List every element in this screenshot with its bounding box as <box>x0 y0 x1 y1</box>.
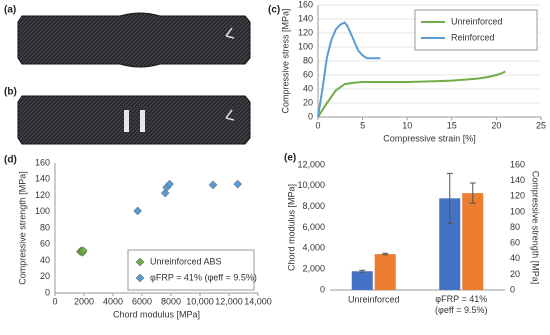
point <box>165 179 174 189</box>
x-axis-label: Compressive strain [%] <box>383 133 476 143</box>
photo-a: (a) <box>4 5 251 68</box>
y-tick-label: 8,000 <box>302 201 325 211</box>
bar <box>462 193 484 290</box>
y-tick-label: 10,000 <box>297 180 325 190</box>
line <box>317 21 381 118</box>
point <box>208 180 218 190</box>
panel-label: (a) <box>4 5 16 16</box>
y-tick-label: 80 <box>303 55 313 65</box>
legend-box <box>414 9 538 51</box>
y2-tick-label: 80 <box>510 222 520 232</box>
x-tick-label: 4000 <box>103 296 123 306</box>
x-tick-label: 15 <box>447 120 457 130</box>
error-bar <box>359 269 366 273</box>
y2-tick-label: 120 <box>510 191 525 201</box>
bar <box>351 271 373 290</box>
x-tick-label: 2000 <box>74 296 94 306</box>
y-tick-label: 100 <box>298 41 313 51</box>
y-tick-label: 160 <box>298 0 313 9</box>
y-axis-label: Chord modulus [MPa] <box>286 184 296 271</box>
y-axis-label: Compressive stress [MPa] <box>280 8 290 113</box>
y-tick-label: 160 <box>35 157 50 167</box>
y-tick-label: 0 <box>45 287 50 297</box>
legend-box <box>127 249 255 291</box>
y-tick-label: 6,000 <box>302 222 325 232</box>
y2-axis-label: Compressive strength [MPa] <box>531 171 541 285</box>
y-tick-label: 0 <box>308 111 313 121</box>
point <box>78 246 88 256</box>
x-tick-label: 8000 <box>161 296 181 306</box>
line <box>317 70 506 118</box>
x-tick-label: 10,000 <box>186 296 214 306</box>
y-tick-label: 0 <box>320 284 325 294</box>
y-tick-label: 80 <box>40 222 50 232</box>
x-tick-label: φFRP = 41% (φeff = 9.5%) <box>435 294 487 315</box>
y-tick-label: 12,000 <box>297 159 325 169</box>
y-tick-label: 60 <box>40 239 50 249</box>
legend-swatch <box>135 257 145 267</box>
specimen <box>17 95 251 145</box>
point <box>133 206 143 216</box>
y-tick-label: 40 <box>40 255 50 265</box>
x-tick-label: 6000 <box>132 296 152 306</box>
bar <box>374 254 396 290</box>
x-tick-label: 25 <box>536 120 546 130</box>
x-axis-label: Chord modulus [MPa] <box>113 309 200 319</box>
error-bar <box>469 182 476 204</box>
panel-label: (d) <box>4 155 17 166</box>
x-tick-label: 0 <box>315 120 320 130</box>
y2-tick-label: 20 <box>510 269 520 279</box>
legend-label: Unreinforced <box>451 16 503 26</box>
y-tick-label: 140 <box>298 13 313 23</box>
y-tick-label: 140 <box>35 174 50 184</box>
panel-label: (b) <box>4 87 17 98</box>
photo-b: (b) <box>4 87 251 145</box>
marker <box>225 109 235 121</box>
y2-tick-label: 40 <box>510 253 520 263</box>
y-tick-label: 20 <box>40 271 50 281</box>
panel-label: (e) <box>284 153 296 164</box>
legend-swatch <box>135 273 145 283</box>
error-bar <box>382 252 389 256</box>
y-tick-label: 120 <box>298 27 313 37</box>
y-tick-label: 40 <box>303 83 313 93</box>
x-tick-label: 10 <box>402 120 412 130</box>
x-tick-label: Unreinforced <box>348 294 400 304</box>
y2-tick-label: 140 <box>510 175 525 185</box>
buckle <box>124 110 129 132</box>
y-tick-label: 120 <box>35 190 50 200</box>
y-tick-label: 60 <box>303 69 313 79</box>
y2-tick-label: 160 <box>510 159 525 169</box>
y2-tick-label: 100 <box>510 206 525 216</box>
marker <box>225 27 235 39</box>
error-bar <box>446 172 453 224</box>
y2-tick-label: 60 <box>510 238 520 248</box>
legend-label: Reinforced <box>451 32 495 42</box>
legend-label: Unreinforced ABS <box>150 256 222 266</box>
x-tick-label: 14,000 <box>244 296 272 306</box>
bar <box>439 198 461 290</box>
y-tick-label: 2,000 <box>302 264 325 274</box>
legend-label: φFRP = 41% (φeff = 9.5%) <box>150 272 257 282</box>
x-tick-label: 0 <box>52 296 57 306</box>
y-tick-label: 100 <box>35 206 50 216</box>
x-tick-label: 5 <box>360 120 365 130</box>
buckle <box>140 110 145 132</box>
y-axis-label: Compressive strength [MPa] <box>17 171 27 285</box>
y2-tick-label: 0 <box>510 284 515 294</box>
y-tick-label: 20 <box>303 97 313 107</box>
x-tick-label: 20 <box>491 120 501 130</box>
panel-label: (c) <box>268 5 280 16</box>
point <box>233 179 243 189</box>
specimen <box>17 12 251 68</box>
x-tick-label: 12,000 <box>215 296 243 306</box>
y-tick-label: 4,000 <box>302 243 325 253</box>
